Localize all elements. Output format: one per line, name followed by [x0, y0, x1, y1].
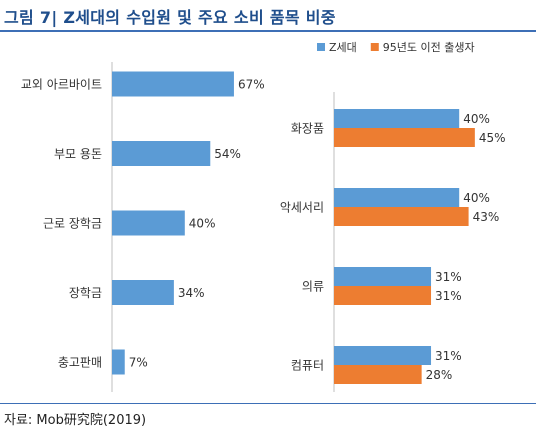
right-value-label-0-1: 45%	[479, 131, 506, 145]
left-value-label-3: 34%	[178, 286, 205, 300]
right-category-label-2: 의류	[302, 280, 324, 294]
right-value-label-3-1: 28%	[426, 368, 453, 382]
right-bar-2-0	[334, 267, 432, 286]
left-bar-3	[112, 280, 174, 305]
left-bar-2	[112, 210, 185, 236]
legend-swatch-1	[370, 43, 379, 51]
legend-label-0: Z세대	[329, 41, 357, 54]
left-bar-1	[112, 141, 211, 166]
right-value-label-0-0: 40%	[463, 112, 490, 126]
title-rule	[0, 30, 536, 32]
left-value-label-4: 7%	[129, 356, 148, 370]
left-category-label-4: 충고판매	[58, 356, 102, 370]
left-category-label-1: 부모 용돈	[54, 147, 102, 161]
right-value-label-3-0: 31%	[435, 349, 462, 363]
legend-swatch-0	[317, 43, 325, 51]
right-bar-1-1	[334, 207, 469, 226]
right-category-label-0: 화장품	[291, 122, 324, 136]
left-bar-0	[112, 71, 234, 97]
left-category-label-0: 교외 아르바이트	[21, 78, 102, 92]
right-value-label-2-1: 31%	[435, 289, 462, 303]
figure-title: 그림 7| Z세대의 수입원 및 주요 소비 품목 비중	[4, 8, 336, 27]
footer-rule	[0, 403, 536, 404]
legend-label-1: 95년도 이전 출생자	[383, 41, 475, 54]
left-category-label-2: 근로 장학금	[43, 217, 102, 231]
right-bar-0-1	[334, 128, 475, 147]
right-value-label-2-0: 31%	[435, 270, 462, 284]
left-value-label-1: 54%	[214, 147, 241, 161]
right-value-label-1-1: 43%	[473, 210, 500, 224]
right-bar-0-0	[334, 109, 460, 128]
right-bar-2-1	[334, 286, 432, 305]
right-category-label-1: 악세서리	[280, 201, 324, 215]
left-value-label-2: 40%	[189, 217, 216, 231]
left-value-label-0: 67%	[238, 78, 265, 92]
left-bar-4	[112, 349, 125, 375]
right-value-label-1-0: 40%	[463, 191, 490, 205]
right-category-label-3: 컴퓨터	[291, 359, 324, 373]
source-note: 자료: Mob研究院(2019)	[4, 413, 147, 428]
left-category-label-3: 장학금	[69, 286, 102, 300]
right-bar-3-0	[334, 346, 432, 365]
right-bar-1-0	[334, 188, 460, 207]
right-bar-3-1	[334, 365, 422, 384]
